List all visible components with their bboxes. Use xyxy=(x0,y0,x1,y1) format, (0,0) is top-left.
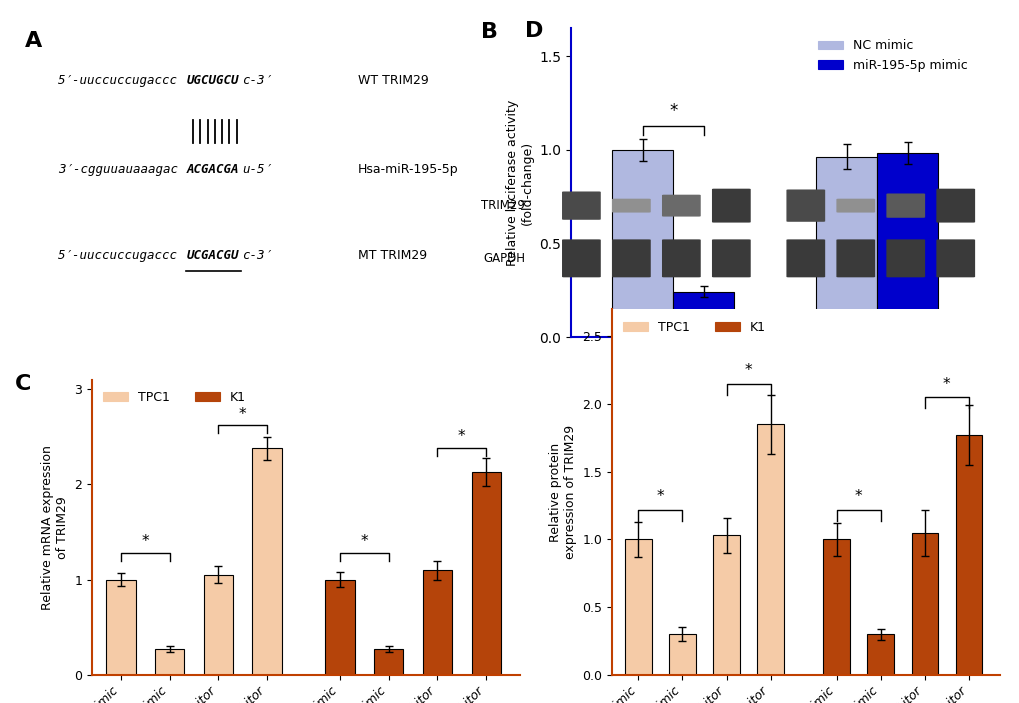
Text: *: * xyxy=(238,406,247,422)
Legend: TPC1, K1: TPC1, K1 xyxy=(98,386,251,409)
FancyBboxPatch shape xyxy=(786,240,824,277)
Legend: NC mimic, miR-195-5p mimic: NC mimic, miR-195-5p mimic xyxy=(812,34,972,77)
Bar xyxy=(106,580,136,675)
Bar xyxy=(756,425,783,675)
Bar xyxy=(822,539,849,675)
Text: *: * xyxy=(361,534,368,549)
Bar xyxy=(876,153,937,337)
FancyBboxPatch shape xyxy=(661,195,700,217)
Text: 5′-uuccuccugaccc: 5′-uuccuccugaccc xyxy=(58,74,177,87)
Text: D: D xyxy=(525,21,543,41)
Bar xyxy=(668,634,695,675)
Text: 3′-cgguuauaaagac: 3′-cgguuauaaagac xyxy=(58,163,177,176)
Text: *: * xyxy=(656,489,663,504)
Text: *: * xyxy=(458,430,465,444)
Bar xyxy=(712,536,739,675)
Bar xyxy=(325,580,355,675)
Text: 5′-uuccuccugaccc: 5′-uuccuccugaccc xyxy=(58,249,177,262)
Bar xyxy=(955,435,981,675)
Text: *: * xyxy=(744,363,752,378)
Bar xyxy=(673,292,734,337)
Text: c-3′: c-3′ xyxy=(242,249,272,262)
FancyBboxPatch shape xyxy=(836,199,874,212)
Bar xyxy=(423,570,451,675)
Text: UCGACGU: UCGACGU xyxy=(186,249,239,262)
FancyBboxPatch shape xyxy=(611,199,650,212)
Text: c-3′: c-3′ xyxy=(242,74,272,87)
Text: C: C xyxy=(14,374,31,394)
Bar xyxy=(374,649,403,675)
Text: TRIM29: TRIM29 xyxy=(481,199,525,212)
Text: *: * xyxy=(942,377,950,392)
Bar xyxy=(911,533,937,675)
Text: *: * xyxy=(668,102,677,120)
FancyBboxPatch shape xyxy=(935,240,974,277)
FancyBboxPatch shape xyxy=(935,188,974,223)
Bar xyxy=(611,150,673,337)
FancyBboxPatch shape xyxy=(786,190,824,221)
Bar xyxy=(155,649,184,675)
FancyBboxPatch shape xyxy=(711,240,750,277)
Text: WT TRIM29: WT TRIM29 xyxy=(358,74,429,87)
Bar xyxy=(204,575,232,675)
Text: *: * xyxy=(854,489,862,504)
Bar xyxy=(815,157,876,337)
FancyBboxPatch shape xyxy=(561,240,600,277)
Bar xyxy=(625,539,651,675)
Text: A: A xyxy=(25,31,43,51)
Legend: TPC1, K1: TPC1, K1 xyxy=(618,316,770,339)
FancyBboxPatch shape xyxy=(836,240,874,277)
Y-axis label: Relative protein
expression of TRIM29: Relative protein expression of TRIM29 xyxy=(548,425,576,559)
Bar xyxy=(253,449,281,675)
Text: ACGACGA: ACGACGA xyxy=(186,163,239,176)
Text: u-5′: u-5′ xyxy=(242,163,272,176)
FancyBboxPatch shape xyxy=(661,240,700,277)
FancyBboxPatch shape xyxy=(886,240,924,277)
FancyBboxPatch shape xyxy=(711,188,750,223)
Text: MT TRIM29: MT TRIM29 xyxy=(358,249,427,262)
FancyBboxPatch shape xyxy=(561,191,600,220)
FancyBboxPatch shape xyxy=(886,193,924,218)
Text: Hsa-miR-195-5p: Hsa-miR-195-5p xyxy=(358,163,459,176)
Text: UGCUGCU: UGCUGCU xyxy=(186,74,239,87)
Y-axis label: Relative mRNA expression
of TRIM29: Relative mRNA expression of TRIM29 xyxy=(41,445,68,610)
Bar xyxy=(866,634,893,675)
Y-axis label: Relative luciferase activity
(fold-change): Relative luciferase activity (fold-chang… xyxy=(505,100,533,266)
FancyBboxPatch shape xyxy=(611,240,650,277)
Bar xyxy=(471,472,500,675)
Text: *: * xyxy=(142,534,149,549)
Text: B: B xyxy=(481,22,498,42)
Text: GAPDH: GAPDH xyxy=(483,252,525,264)
